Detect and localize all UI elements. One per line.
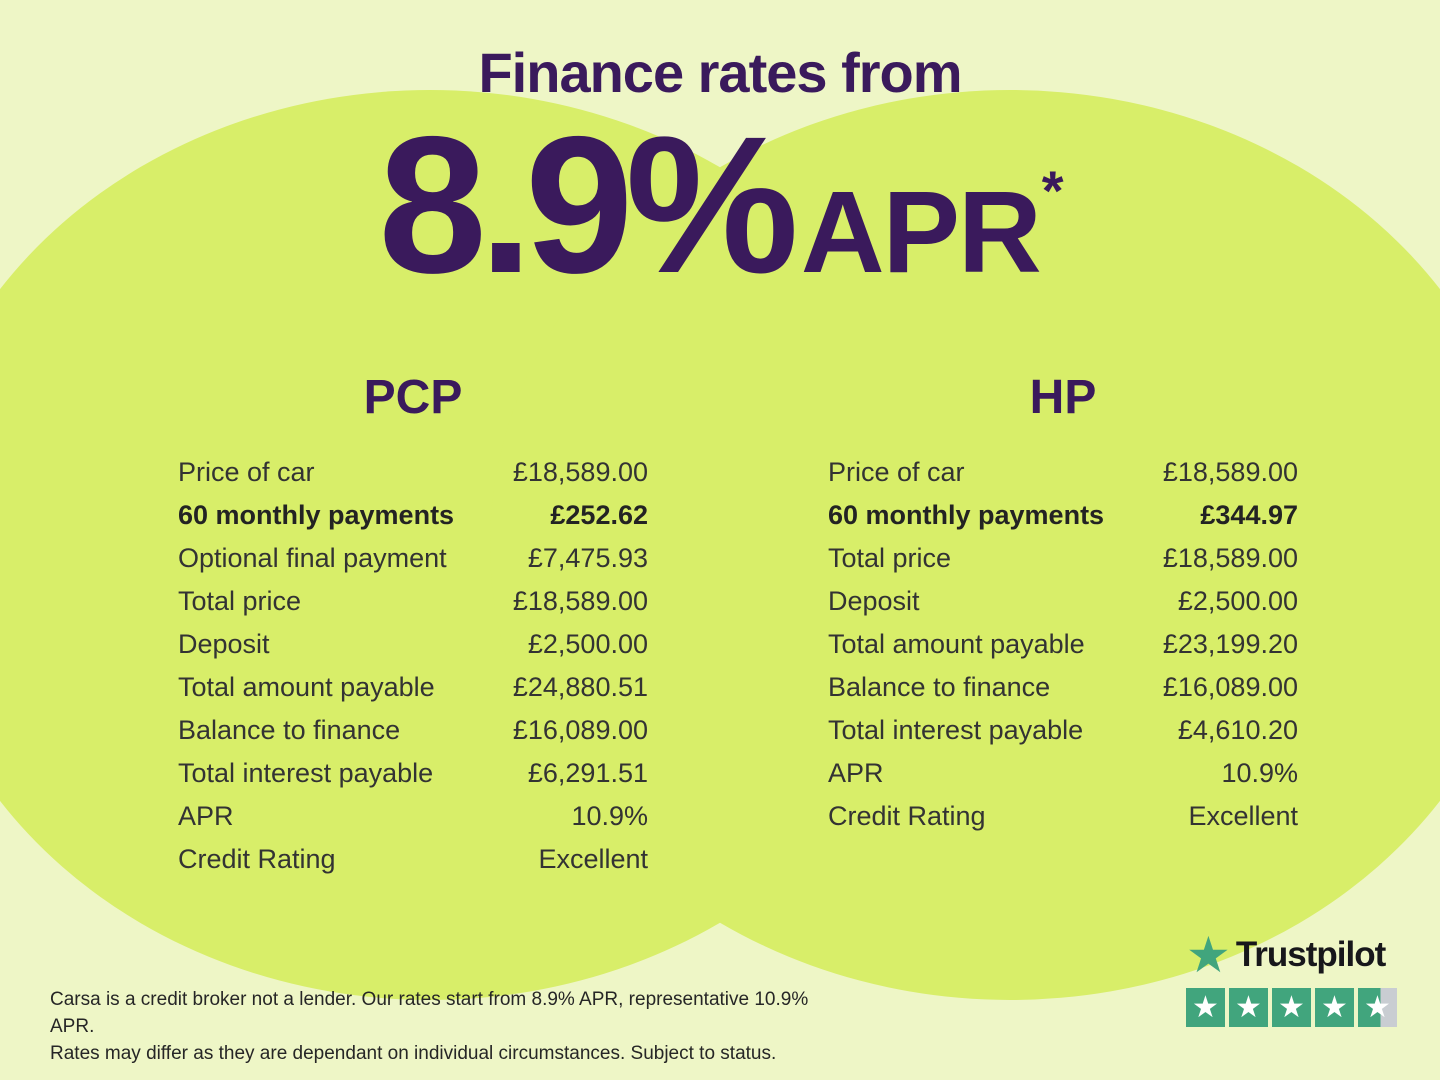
row-label: Balance to finance bbox=[828, 671, 1051, 702]
table-row: 60 monthly payments £344.97 bbox=[828, 494, 1298, 537]
disclaimer-line-2: Rates may differ as they are dependant o… bbox=[50, 1043, 777, 1064]
rate-unit-label: APR bbox=[800, 167, 1042, 297]
trustpilot-widget: ★ Trustpilot ★ ★ ★ ★ ★ bbox=[1186, 927, 1402, 1027]
trustpilot-rating-stars: ★ ★ ★ ★ ★ bbox=[1186, 988, 1402, 1027]
table-row: Balance to finance £16,089.00 bbox=[178, 709, 648, 752]
row-label: Optional final payment bbox=[178, 542, 447, 573]
table-row: Total amount payable £23,199.20 bbox=[828, 623, 1298, 666]
table-row: 60 monthly payments £252.62 bbox=[178, 494, 648, 537]
table-row: Deposit £2,500.00 bbox=[828, 580, 1298, 623]
rating-star-icon: ★ bbox=[1272, 988, 1311, 1027]
rate-unit: APR* bbox=[801, 163, 1064, 291]
row-value: £24,880.51 bbox=[512, 671, 648, 702]
row-label: APR bbox=[828, 757, 884, 788]
star-glyph: ★ bbox=[1321, 991, 1348, 1024]
row-label: Total price bbox=[178, 585, 302, 616]
row-value: £16,089.00 bbox=[1162, 671, 1298, 702]
row-value: £18,589.00 bbox=[1162, 456, 1298, 487]
table-row: Price of car £18,589.00 bbox=[828, 451, 1298, 494]
row-value: Excellent bbox=[538, 843, 648, 874]
table-row: Total interest payable £4,610.20 bbox=[828, 709, 1298, 752]
row-label: Total interest payable bbox=[178, 757, 434, 788]
table-row: Total price £18,589.00 bbox=[178, 580, 648, 623]
table-row: Optional final payment £7,475.93 bbox=[178, 537, 648, 580]
trustpilot-star-icon: ★ bbox=[1186, 927, 1231, 983]
row-value: 10.9% bbox=[1221, 757, 1298, 788]
rating-star-icon: ★ bbox=[1229, 988, 1268, 1027]
row-value: £2,500.00 bbox=[527, 628, 648, 659]
row-label: Price of car bbox=[828, 456, 965, 487]
pcp-table-title: PCP bbox=[363, 371, 463, 424]
headline-rate: 8.9% APR* bbox=[0, 108, 1440, 303]
table-row: Credit Rating Excellent bbox=[178, 838, 648, 881]
row-value: 10.9% bbox=[571, 800, 648, 831]
trustpilot-logo: ★ Trustpilot bbox=[1186, 927, 1402, 983]
row-value: £6,291.51 bbox=[527, 757, 648, 788]
background-circle-right bbox=[490, 90, 1440, 1000]
row-value: £18,589.00 bbox=[1162, 542, 1298, 573]
disclaimer: Carsa is a credit broker not a lender. O… bbox=[50, 986, 830, 1067]
row-label: Total price bbox=[828, 542, 952, 573]
table-row: Total interest payable £6,291.51 bbox=[178, 752, 648, 795]
rating-star-icon: ★ bbox=[1186, 988, 1225, 1027]
row-value: £2,500.00 bbox=[1177, 585, 1298, 616]
row-label: APR bbox=[178, 800, 234, 831]
footnote-marker: * bbox=[1041, 159, 1064, 222]
table-row: Total amount payable £24,880.51 bbox=[178, 666, 648, 709]
pcp-table-rows: Price of car £18,589.00 60 monthly payment… bbox=[178, 451, 648, 881]
row-label: Credit Rating bbox=[828, 800, 986, 831]
row-value: Excellent bbox=[1188, 800, 1298, 831]
table-row: Credit Rating Excellent bbox=[828, 795, 1298, 838]
row-label: Total amount payable bbox=[828, 628, 1085, 659]
row-value: £16,089.00 bbox=[512, 714, 648, 745]
row-label: 60 monthly payments bbox=[828, 499, 1105, 530]
trustpilot-brand-name: Trustpilot bbox=[1235, 935, 1386, 974]
row-label: Total amount payable bbox=[178, 671, 435, 702]
table-row: Price of car £18,589.00 bbox=[178, 451, 648, 494]
row-label: Deposit bbox=[828, 585, 920, 616]
rating-star-half-icon: ★ bbox=[1358, 988, 1397, 1027]
table-row: APR 10.9% bbox=[828, 752, 1298, 795]
hp-table-title: HP bbox=[1029, 371, 1097, 424]
disclaimer-line-1: Carsa is a credit broker not a lender. O… bbox=[50, 989, 809, 1037]
row-value: £18,589.00 bbox=[512, 456, 648, 487]
rate-value: 8.9% bbox=[378, 96, 798, 314]
row-label: Balance to finance bbox=[178, 714, 401, 745]
pcp-table: PCP Price of car £18,589.00 60 monthly pay… bbox=[178, 371, 648, 881]
row-value: £18,589.00 bbox=[512, 585, 648, 616]
row-value: £7,475.93 bbox=[527, 542, 648, 573]
row-value: £252.62 bbox=[550, 499, 648, 530]
row-label: Price of car bbox=[178, 456, 315, 487]
hp-table: HP Price of car £18,589.00 60 monthly paym… bbox=[828, 371, 1298, 838]
table-row: Total price £18,589.00 bbox=[828, 537, 1298, 580]
star-glyph: ★ bbox=[1235, 991, 1262, 1024]
star-glyph: ★ bbox=[1192, 991, 1219, 1024]
row-label: Total interest payable bbox=[828, 714, 1084, 745]
row-value: £344.97 bbox=[1200, 499, 1298, 530]
row-label: 60 monthly payments bbox=[178, 499, 455, 530]
hp-table-rows: Price of car £18,589.00 60 monthly payment… bbox=[828, 451, 1298, 838]
banner-title: Finance rates from bbox=[478, 41, 962, 104]
row-value: £4,610.20 bbox=[1177, 714, 1298, 745]
table-row: Deposit £2,500.00 bbox=[178, 623, 648, 666]
table-row: APR 10.9% bbox=[178, 795, 648, 838]
row-label: Deposit bbox=[178, 628, 270, 659]
rating-star-icon: ★ bbox=[1315, 988, 1354, 1027]
star-glyph: ★ bbox=[1278, 991, 1305, 1024]
row-label: Credit Rating bbox=[178, 843, 336, 874]
row-value: £23,199.20 bbox=[1162, 628, 1298, 659]
star-glyph: ★ bbox=[1364, 991, 1391, 1024]
table-row: Balance to finance £16,089.00 bbox=[828, 666, 1298, 709]
